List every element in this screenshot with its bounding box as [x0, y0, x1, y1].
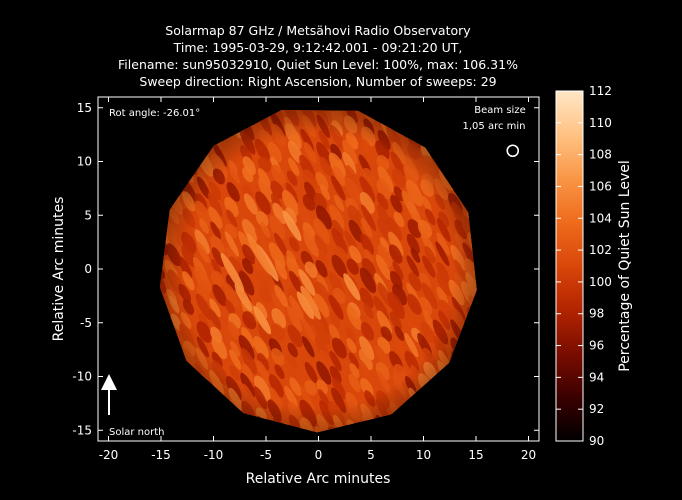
- colorbar-tick-label: 90: [589, 434, 604, 448]
- colorbar: 90 92 94 96 98 100 102 104 106 108 110 112 Percenta…: [555, 84, 633, 448]
- colorbar-tick-label: 98: [589, 307, 604, 321]
- colorbar-tick-label: 100: [589, 275, 612, 289]
- x-tick-label: 0: [315, 448, 323, 462]
- colorbar-tick-label: 110: [589, 116, 612, 130]
- colorbar-frame: [555, 90, 584, 442]
- y-tick-label: 5: [84, 208, 92, 222]
- colorbar-tick-label: 102: [589, 243, 612, 257]
- title-line-4: Sweep direction: Right Ascension, Number…: [139, 74, 496, 89]
- colorbar-tick-label: 112: [589, 84, 612, 98]
- solar-north-arrow: [101, 374, 117, 415]
- beam-size-circle: [506, 144, 520, 158]
- y-axis-label: Relative Arc minutes: [51, 197, 67, 342]
- beam-size-value: 1,05 arc min: [463, 121, 526, 132]
- x-axis-label: Relative Arc minutes: [246, 471, 391, 487]
- x-tick-label: 10: [416, 448, 431, 462]
- colorbar-ticks: 90 92 94 96 98 100 102 104 106 108 110 112: [556, 84, 612, 448]
- x-tick-label: -5: [260, 448, 272, 462]
- beam-size-label: Beam size: [474, 105, 525, 116]
- title-line-1: Solarmap 87 GHz / Metsähovi Radio Observ…: [165, 23, 471, 38]
- x-tick-label: -15: [151, 448, 171, 462]
- colorbar-tick-label: 104: [589, 211, 612, 225]
- x-tick-label: -10: [204, 448, 224, 462]
- title-line-3: Filename: sun95032910, Quiet Sun Level: …: [118, 57, 518, 72]
- colorbar-tick-label: 94: [589, 370, 604, 384]
- solar-north-label: Solar north: [109, 427, 165, 438]
- rot-angle-label: Rot angle: -26.01°: [109, 108, 200, 119]
- y-tick-label: 10: [77, 155, 92, 169]
- x-tick-label: 20: [521, 448, 536, 462]
- y-tick-label: -10: [72, 370, 92, 384]
- y-tick-label: -5: [80, 316, 92, 330]
- y-tick-label: -15: [72, 423, 92, 437]
- y-tick-label: 0: [84, 262, 92, 276]
- limb-darkening: [159, 110, 477, 433]
- x-tick-label: 5: [367, 448, 375, 462]
- x-axis-ticks: -20 -15 -10 -5 0 5 10 15 20: [99, 97, 536, 462]
- colorbar-label: Percentage of Quiet Sun Level: [617, 160, 633, 372]
- x-tick-label: 15: [468, 448, 483, 462]
- y-axis-ticks: -15 -10 -5 0 5 10 15: [72, 101, 539, 437]
- y-tick-label: 15: [77, 101, 92, 115]
- plot-area: -20 -15 -10 -5 0 5 10 15 20 -15 -10 -5 0 5 10 15: [72, 96, 540, 462]
- colorbar-tick-label: 106: [589, 179, 612, 193]
- colorbar-gradient: [556, 91, 583, 441]
- colorbar-tick-label: 108: [589, 148, 612, 162]
- colorbar-tick-label: 92: [589, 402, 604, 416]
- colorbar-tick-label: 96: [589, 339, 604, 353]
- chart-title: Solarmap 87 GHz / Metsähovi Radio Observ…: [118, 23, 518, 89]
- x-tick-label: -20: [99, 448, 119, 462]
- title-line-2: Time: 1995-03-29, 9:12:42.001 - 09:21:20…: [173, 40, 463, 55]
